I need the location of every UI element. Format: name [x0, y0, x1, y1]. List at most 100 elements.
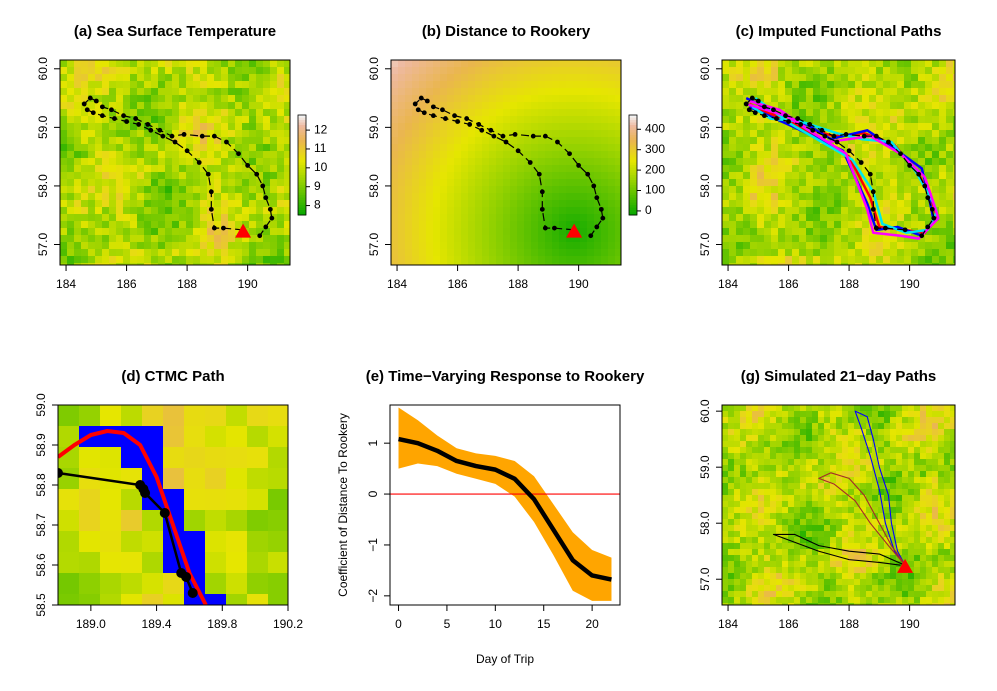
raster-cell — [897, 81, 905, 89]
raster-cell — [594, 74, 602, 82]
raster-cell — [884, 501, 891, 508]
raster-cell — [510, 186, 518, 194]
raster-cell — [482, 144, 490, 152]
raster-cell — [824, 573, 831, 580]
raster-cell — [524, 102, 532, 110]
raster-cell — [932, 95, 940, 103]
raster-cell — [860, 471, 867, 478]
raster-cell — [249, 130, 257, 138]
raster-cell — [447, 165, 455, 173]
raster-cell — [800, 591, 807, 598]
raster-cell — [601, 67, 609, 75]
raster-cell — [876, 88, 884, 96]
raster-cell — [109, 144, 117, 152]
raster-cell — [489, 172, 497, 180]
raster-cell — [552, 263, 560, 265]
raster-cell — [883, 151, 891, 159]
raster-cell — [503, 242, 511, 250]
raster-cell — [184, 426, 206, 448]
raster-cell — [785, 214, 793, 222]
raster-cell — [818, 531, 825, 538]
raster-cell — [904, 186, 912, 194]
raster-cell — [158, 130, 166, 138]
raster-cell — [242, 207, 250, 215]
raster-cell — [566, 144, 574, 152]
raster-cell — [95, 130, 103, 138]
raster-cell — [830, 549, 837, 556]
raster-cell — [884, 435, 891, 442]
raster-cell — [812, 507, 819, 514]
raster-cell — [158, 137, 166, 145]
raster-cell — [860, 417, 867, 424]
raster-cell — [785, 172, 793, 180]
raster-cell — [172, 221, 180, 229]
raster-cell — [461, 172, 469, 180]
raster-cell — [531, 116, 539, 124]
raster-cell — [123, 228, 131, 236]
colorbar-cell — [629, 167, 637, 171]
raster-cell — [841, 256, 849, 264]
raster-cell — [228, 263, 236, 265]
raster-cell — [938, 531, 945, 538]
raster-cell — [270, 158, 278, 166]
raster-cell — [482, 235, 490, 243]
colorbar-cell — [629, 187, 637, 191]
raster-cell — [842, 459, 849, 466]
raster-cell — [782, 435, 789, 442]
raster-cell — [179, 221, 187, 229]
raster-cell — [860, 579, 867, 586]
raster-cell — [538, 165, 546, 173]
raster-cell — [426, 242, 434, 250]
raster-cell — [263, 158, 271, 166]
raster-cell — [830, 411, 837, 418]
raster-cell — [573, 60, 581, 68]
raster-cell — [729, 263, 737, 265]
raster-cell — [137, 263, 145, 265]
raster-cell — [757, 193, 765, 201]
raster-cell — [757, 179, 765, 187]
raster-cell — [433, 263, 441, 265]
raster-cell — [788, 483, 795, 490]
raster-cell — [778, 151, 786, 159]
raster-cell — [824, 507, 831, 514]
raster-cell — [405, 102, 413, 110]
track-point — [795, 116, 801, 121]
raster-cell — [587, 116, 595, 124]
raster-cell — [764, 405, 771, 412]
raster-cell — [848, 109, 856, 117]
raster-cell — [932, 179, 940, 187]
x-tick-label: 184 — [387, 277, 407, 291]
raster-cell — [862, 88, 870, 96]
raster-cell — [914, 579, 921, 586]
raster-cell — [926, 405, 933, 412]
raster-cell — [81, 158, 89, 166]
raster-cell — [914, 429, 921, 436]
raster-cell — [740, 489, 747, 496]
raster-cell — [869, 221, 877, 229]
raster-cell — [454, 158, 462, 166]
raster-cell — [433, 60, 441, 68]
raster-cell — [890, 579, 897, 586]
raster-cell — [102, 74, 110, 82]
raster-cell — [566, 214, 574, 222]
raster-cell — [419, 249, 427, 257]
raster-cell — [207, 151, 215, 159]
raster-cell — [419, 137, 427, 145]
raster-cell — [736, 179, 744, 187]
raster-cell — [426, 256, 434, 264]
raster-cell — [524, 165, 532, 173]
raster-cell — [869, 74, 877, 82]
raster-cell — [60, 165, 68, 173]
track-point — [552, 225, 557, 231]
raster-cell — [813, 235, 821, 243]
raster-cell — [946, 60, 954, 68]
y-tick-label: 59.0 — [698, 455, 712, 479]
raster-cell — [102, 186, 110, 194]
raster-cell — [904, 144, 912, 152]
raster-cell — [496, 186, 504, 194]
raster-cell — [116, 242, 124, 250]
raster-cell — [552, 116, 560, 124]
raster-cell — [792, 207, 800, 215]
raster-cell — [510, 165, 518, 173]
raster-cell — [461, 81, 469, 89]
